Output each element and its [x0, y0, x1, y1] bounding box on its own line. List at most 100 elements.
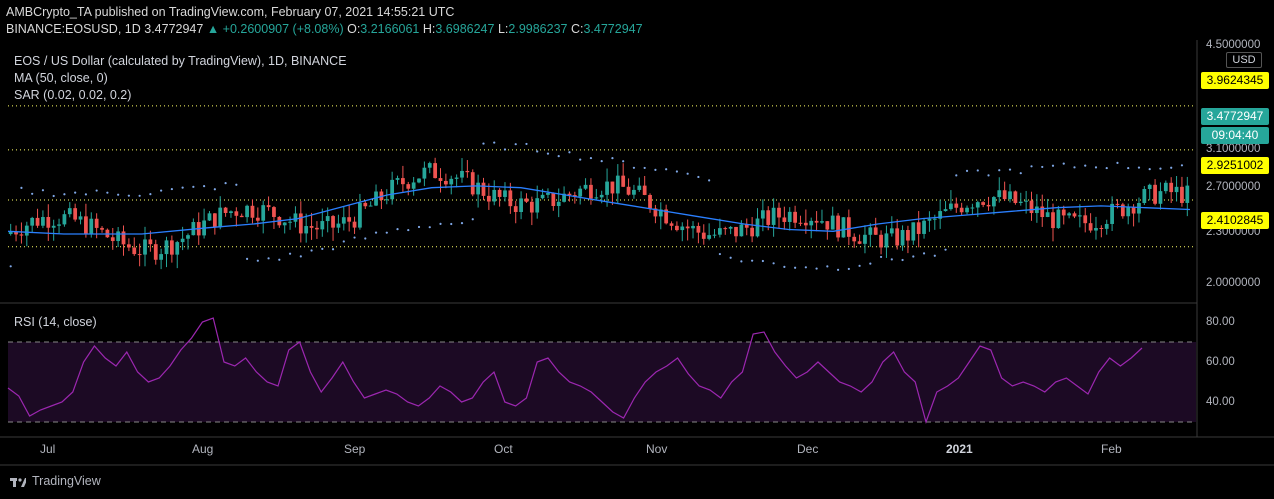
sar-legend[interactable]: SAR (0.02, 0.02, 0.2): [14, 88, 132, 102]
candle-body: [395, 178, 400, 180]
sar-dot: [879, 255, 883, 259]
candle-body: [89, 218, 94, 235]
candle-body: [825, 221, 830, 230]
candle-body: [1088, 223, 1093, 231]
open-value: 3.2166061: [360, 22, 420, 36]
sar-dot: [686, 172, 689, 175]
high-value: 3.6986247: [435, 22, 495, 36]
sar-dot: [514, 143, 517, 146]
candle-body: [943, 209, 948, 212]
candle-body: [626, 186, 631, 195]
candle-body: [540, 194, 545, 199]
candle-body: [959, 207, 964, 213]
time-label: Feb: [1101, 442, 1122, 456]
sar-dot: [632, 166, 636, 169]
sar-dot: [63, 193, 66, 196]
sar-dot: [1127, 166, 1130, 170]
candle-body: [352, 221, 357, 228]
time-label: Dec: [797, 442, 819, 456]
rsi-tick: 40.00: [1206, 396, 1235, 408]
candle-body: [820, 221, 824, 223]
chart-title[interactable]: EOS / US Dollar (calculated by TradingVi…: [14, 54, 347, 68]
candle-body: [19, 234, 24, 236]
high-label: H:: [422, 22, 436, 36]
price-tick: 2.3000000: [1206, 226, 1261, 238]
candle-body: [615, 175, 620, 194]
sar-dot: [740, 260, 743, 263]
candle-body: [787, 211, 792, 222]
sar-dot: [149, 193, 152, 196]
rsi-legend[interactable]: RSI (14, close): [14, 315, 97, 329]
candle-body: [809, 220, 814, 226]
time-label: Nov: [646, 442, 668, 456]
tradingview-logo-icon[interactable]: [10, 476, 26, 488]
sar-dot: [568, 151, 571, 154]
candle-body: [223, 207, 228, 213]
sar-dot: [192, 185, 195, 188]
candle-body: [341, 217, 346, 224]
candle-body: [422, 167, 427, 179]
candle-body: [1099, 227, 1104, 229]
candle-body: [879, 234, 883, 248]
candle-body: [73, 208, 78, 220]
last-price: 3.4772947: [144, 22, 204, 36]
candle-body: [250, 205, 255, 218]
close-value: 3.4772947: [583, 22, 643, 36]
brand-name[interactable]: TradingView: [32, 474, 101, 488]
candle-body: [331, 216, 335, 228]
candle-body: [379, 191, 384, 201]
candle-body: [62, 214, 67, 225]
sar-dot: [697, 175, 700, 179]
candle-body: [127, 244, 131, 248]
sar-dot: [815, 267, 818, 270]
price-tick: 4.5000000: [1206, 39, 1261, 51]
candle-body: [1163, 182, 1168, 192]
candle-body: [67, 208, 72, 215]
candle-body: [814, 220, 819, 223]
candle-body: [78, 216, 83, 220]
sar-dot: [353, 236, 356, 239]
candle-body: [589, 184, 593, 199]
candle-body: [932, 218, 937, 220]
currency-label[interactable]: USD: [1226, 52, 1262, 68]
candle-body: [798, 222, 803, 224]
sar-dot: [869, 262, 872, 265]
sar-dot: [439, 222, 442, 225]
candle-body: [368, 205, 373, 207]
candle-body: [927, 218, 932, 221]
candle-body: [535, 198, 540, 213]
sar-dot: [1170, 166, 1173, 169]
sar-dot: [890, 258, 893, 261]
candle-body: [691, 225, 695, 229]
sar-dot: [321, 247, 324, 250]
candle-body: [35, 217, 40, 226]
sar-dot: [858, 264, 861, 267]
sar-dot: [1051, 164, 1055, 167]
candle-body: [766, 210, 771, 225]
candle-body: [411, 182, 416, 189]
sar-dot: [385, 231, 388, 234]
sar-dot: [976, 169, 979, 172]
candle-body: [782, 217, 787, 222]
candle-body: [755, 218, 760, 237]
candle-body: [1067, 213, 1071, 216]
low-value: 2.9986237: [508, 22, 568, 36]
sar-dot: [665, 168, 668, 171]
candle-body: [685, 226, 690, 229]
candle-body: [906, 230, 910, 241]
candle-body: [384, 199, 389, 201]
candle-body: [449, 178, 454, 185]
candle-body: [143, 239, 147, 255]
sar-dot: [1008, 168, 1012, 171]
sar-dot: [106, 191, 109, 194]
sar-dot: [955, 174, 958, 177]
time-label: Sep: [344, 442, 366, 456]
candle-body: [803, 222, 808, 226]
ma-legend[interactable]: MA (50, close, 0): [14, 71, 108, 85]
candle-body: [1158, 191, 1163, 204]
candle-body: [1110, 203, 1114, 224]
sar-dot: [235, 183, 238, 186]
candle-body: [46, 217, 51, 228]
sar-dot: [772, 262, 775, 265]
